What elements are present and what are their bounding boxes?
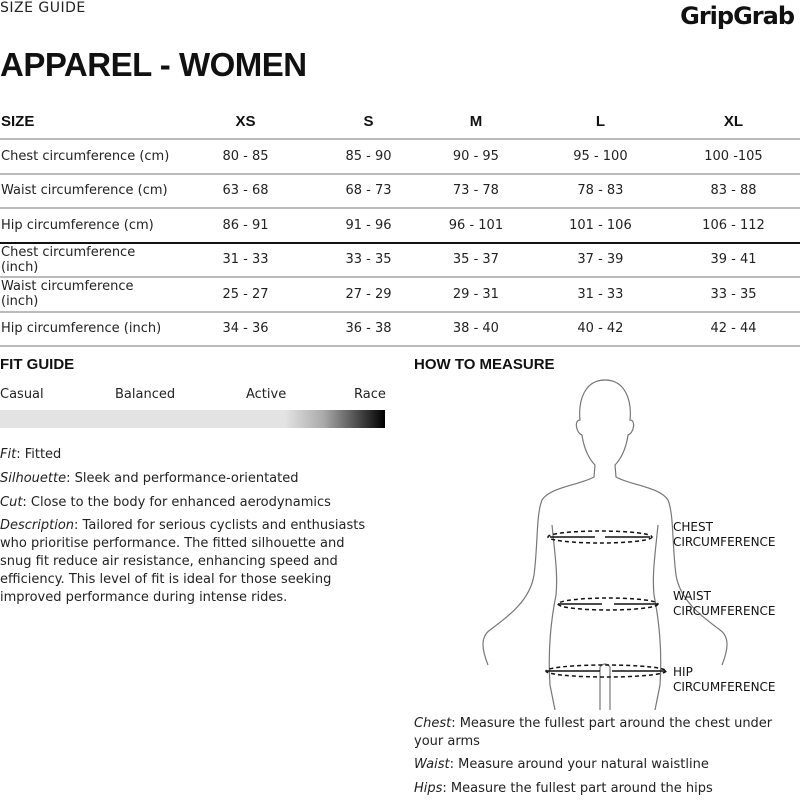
table-cell: 78 - 83: [533, 173, 667, 209]
size-header-m: M: [417, 105, 534, 140]
size-table: SIZE XS S M L XL Chest circumference (cm) 80 -…: [0, 105, 800, 347]
table-cell: 31 - 33: [172, 242, 319, 278]
table-row: Chest circumference (cm) 80 - 85 85 - 90 90…: [0, 139, 800, 175]
fit-line: Fit: Fitted: [0, 447, 62, 462]
body-silhouette-icon: [482, 379, 728, 710]
table-header-row: SIZE XS S M L XL: [0, 105, 800, 140]
waist-circumference-label: WAIST CIRCUMFERENCE: [673, 589, 776, 618]
table-cell: 86 - 91: [172, 208, 319, 244]
table-cell: 68 - 73: [319, 173, 418, 209]
table-row: Waist circumference (cm) 63 - 68 68 - 73 73…: [0, 173, 800, 209]
table-cell: 27 - 29: [319, 277, 418, 313]
hip-circumference-label: HIP CIRCUMFERENCE: [673, 665, 776, 694]
table-row: Chest circumference (inch) 31 - 33 33 - 35…: [0, 242, 800, 278]
size-header-xs: XS: [172, 105, 319, 140]
table-cell: 35 - 37: [417, 242, 534, 278]
table-cell: 63 - 68: [172, 173, 319, 209]
gripgrab-logo: GripGrab: [680, 2, 795, 30]
description-text: Description: Tailored for serious cyclis…: [0, 518, 366, 605]
table-cell: 106 - 112: [666, 208, 800, 244]
size-column-header: SIZE: [0, 105, 172, 140]
table-cell: 73 - 78: [417, 173, 534, 209]
table-cell: 33 - 35: [666, 277, 800, 313]
table-row: Hip circumference (cm) 86 - 91 91 - 96 96 -…: [0, 208, 800, 244]
table-cell: 25 - 27: [172, 277, 319, 313]
fit-scale-balanced: Balanced: [115, 387, 176, 402]
size-header-s: S: [319, 105, 418, 140]
table-cell: 29 - 31: [417, 277, 534, 313]
table-cell: 91 - 96: [319, 208, 418, 244]
row-label: Chest circumference (inch): [0, 242, 172, 278]
how-to-measure-title: HOW TO MEASURE: [414, 356, 555, 373]
table-cell: 85 - 90: [319, 139, 418, 175]
table-cell: 101 - 106: [533, 208, 667, 244]
silhouette-line: Silhouette: Sleek and performance-orient…: [0, 471, 299, 486]
table-cell: 39 - 41: [666, 242, 800, 278]
row-label: Waist circumference (cm): [0, 173, 172, 209]
table-cell: 38 - 40: [417, 311, 534, 347]
table-row: Waist circumference (inch) 25 - 27 27 - 29…: [0, 277, 800, 313]
table-cell: 36 - 38: [319, 311, 418, 347]
table-cell: 37 - 39: [533, 242, 667, 278]
size-header-l: L: [533, 105, 667, 140]
table-cell: 34 - 36: [172, 311, 319, 347]
measure-lines-icon: [545, 530, 667, 678]
chest-instruction: Chest: Measure the fullest part around t…: [414, 716, 773, 749]
table-cell: 90 - 95: [417, 139, 534, 175]
table-cell: 100 -105: [666, 139, 800, 175]
fit-scale-race: Race: [354, 387, 386, 402]
waist-instruction: Waist: Measure around your natural waist…: [414, 757, 709, 772]
table-row: Hip circumference (inch) 34 - 36 36 - 38 38…: [0, 311, 800, 347]
size-header-xl: XL: [666, 105, 800, 140]
row-label: Chest circumference (cm): [0, 139, 172, 175]
table-cell: 80 - 85: [172, 139, 319, 175]
fit-guide-title: FIT GUIDE: [0, 356, 75, 373]
row-label: Hip circumference (cm): [0, 208, 172, 244]
fit-scale-bar: [0, 410, 385, 428]
row-label: Hip circumference (inch): [0, 311, 172, 347]
size-guide-label: SIZE GUIDE: [0, 0, 86, 16]
table-cell: 31 - 33: [533, 277, 667, 313]
fit-scale-active: Active: [246, 387, 287, 402]
table-cell: 95 - 100: [533, 139, 667, 175]
cut-line: Cut: Close to the body for enhanced aero…: [0, 495, 331, 510]
table-cell: 40 - 42: [533, 311, 667, 347]
page-title: APPAREL - WOMEN: [0, 46, 307, 83]
table-cell: 96 - 101: [417, 208, 534, 244]
table-cell: 33 - 35: [319, 242, 418, 278]
table-cell: 83 - 88: [666, 173, 800, 209]
fit-scale-casual: Casual: [0, 387, 44, 402]
row-label: Waist circumference (inch): [0, 277, 172, 313]
hips-instruction: Hips: Measure the fullest part around th…: [414, 781, 713, 796]
chest-circumference-label: CHEST CIRCUMFERENCE: [673, 520, 776, 549]
table-cell: 42 - 44: [666, 311, 800, 347]
